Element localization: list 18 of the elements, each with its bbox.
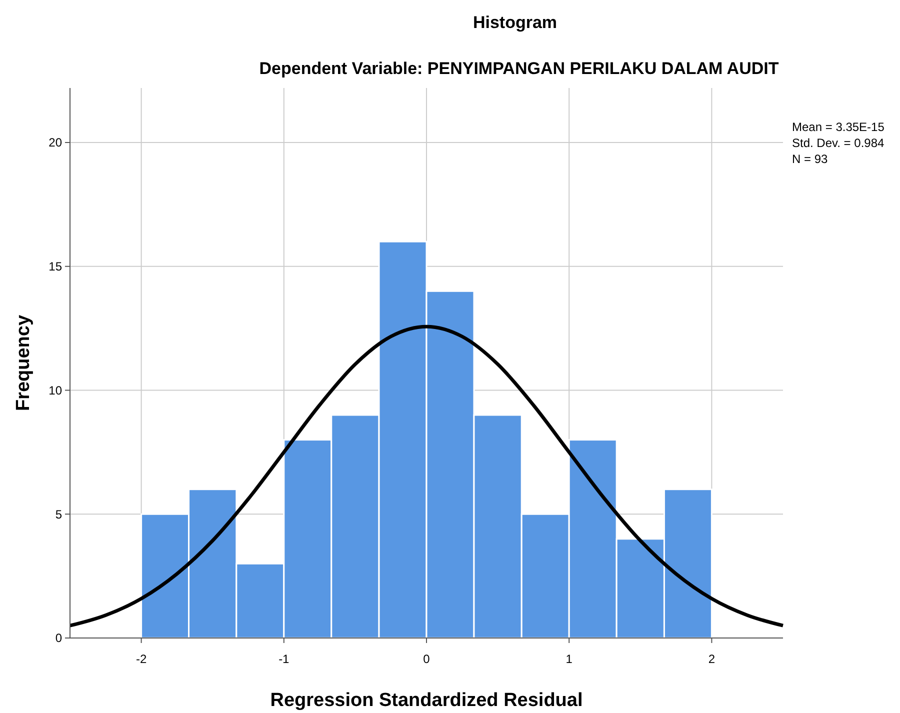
x-tick-label: -2 [136, 652, 147, 666]
x-axis-title: Regression Standardized Residual [270, 690, 583, 711]
x-tick-label: 0 [423, 652, 430, 666]
x-tick-label: -1 [278, 652, 290, 666]
y-tick-label: 0 [55, 631, 62, 646]
y-tick-label: 20 [48, 136, 62, 150]
chart-title: Histogram [472, 13, 558, 32]
x-tick-label: 1 [566, 652, 573, 666]
y-tick-label: 5 [55, 507, 62, 522]
chart-subtitle: Dependent Variable: PENYIMPANGAN PERILAKU DALAM AUDIT [259, 59, 780, 78]
text: Mean = 3.35E-15 [792, 120, 885, 134]
text: N = 93 [792, 152, 828, 166]
line-series [68, 324, 785, 628]
y-tick-label: 15 [48, 260, 62, 274]
y-tick-label: 10 [48, 383, 62, 398]
text: Std. Dev. = 0.984 [792, 136, 884, 150]
y-axis-title: Frequency [13, 314, 34, 412]
x-tick-label: 2 [708, 652, 716, 666]
